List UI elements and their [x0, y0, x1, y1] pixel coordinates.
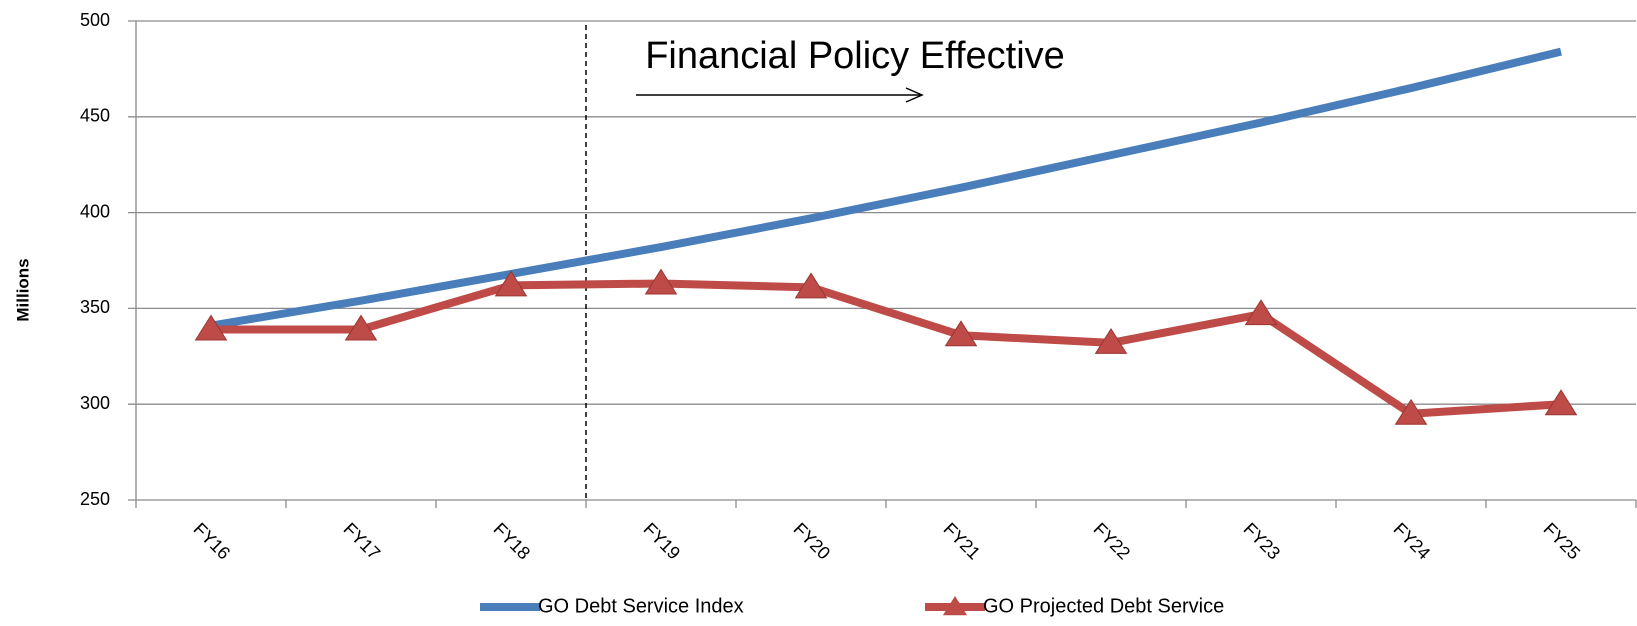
x-tick-label: FY17: [340, 519, 385, 564]
y-tick-label: 350: [80, 297, 110, 317]
y-tick-label: 500: [80, 10, 110, 30]
y-axis-label: Millions: [13, 258, 32, 321]
x-tick-label: FY20: [790, 519, 835, 564]
x-tick-label: FY25: [1540, 519, 1585, 564]
y-tick-label: 300: [80, 393, 110, 413]
legend-label: GO Projected Debt Service: [983, 595, 1224, 617]
series-line: [211, 52, 1561, 326]
page: Millions Financial Policy Effective 250 3…: [0, 0, 1637, 626]
x-tick-label: FY23: [1240, 519, 1285, 564]
x-tick-label: FY18: [490, 519, 535, 564]
x-tick-label: FY19: [640, 519, 685, 564]
x-tick-label: FY21: [940, 519, 985, 564]
series-line: [211, 283, 1561, 413]
x-tick-label: FY22: [1090, 519, 1135, 564]
annotation: Financial Policy Effective: [645, 35, 1065, 77]
legend-label: GO Debt Service Index: [538, 595, 744, 617]
y-tick-label: 250: [80, 489, 110, 509]
y-tick-label: 450: [80, 106, 110, 126]
y-tick-label: 400: [80, 201, 110, 221]
x-tick-label: FY16: [190, 519, 235, 564]
chart: Millions Financial Policy Effective 250 3…: [0, 0, 1637, 621]
x-tick-label: FY24: [1390, 519, 1435, 564]
